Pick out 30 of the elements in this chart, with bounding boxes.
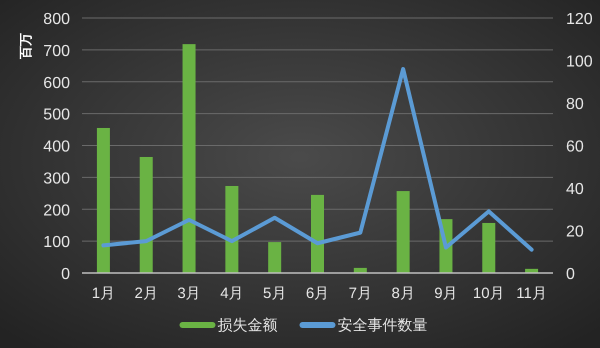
y2-tick-label: 100 (566, 54, 593, 70)
y2-tick-label: 40 (566, 181, 584, 198)
x-tick-label: 11月 (516, 285, 547, 302)
x-tick-label: 2月 (134, 285, 158, 302)
y-tick-label: 800 (43, 11, 70, 28)
y-axis-title: 百万 (18, 33, 33, 60)
x-tick-label: 6月 (306, 285, 330, 302)
y-tick-label: 300 (43, 170, 70, 188)
x-tick-label: 1月 (92, 285, 116, 302)
x-tick-label: 9月 (434, 285, 458, 302)
x-tick-label: 10月 (472, 285, 505, 302)
y-tick-label: 0 (61, 266, 70, 283)
y2-tick-label: 20 (566, 224, 584, 240)
legend-label: 损失金额 (218, 317, 278, 334)
y2-tick-label: 120 (566, 11, 593, 28)
y-tick-label: 400 (43, 138, 70, 156)
y2-tick-label: 0 (566, 266, 575, 283)
y2-tick-label: 80 (566, 96, 584, 113)
legend-label: 安全事件数量 (338, 317, 428, 334)
x-tick-label: 8月 (391, 285, 415, 302)
x-tick-label: 3月 (177, 285, 201, 302)
y-tick-label: 100 (43, 234, 70, 252)
y2-tick-label: 60 (566, 138, 584, 156)
y-tick-label: 500 (43, 106, 70, 124)
y-tick-label: 600 (43, 74, 70, 92)
x-tick-label: 4月 (220, 285, 244, 302)
y-tick-label: 700 (43, 42, 70, 60)
y-tick-label: 200 (43, 202, 70, 220)
x-tick-label: 5月 (263, 285, 286, 302)
x-tick-label: 7月 (348, 285, 372, 302)
